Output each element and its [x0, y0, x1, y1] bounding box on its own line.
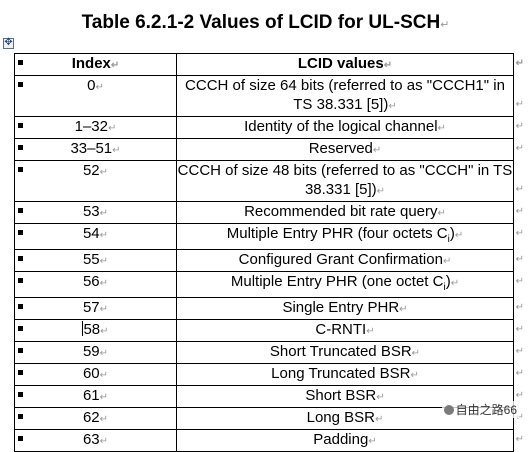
table-row: 55↵ Configured Grant Confirmation↵ ↵ — [14, 249, 524, 272]
watermark: 自由之路66 — [441, 401, 519, 418]
lcid-value-cell[interactable]: CCCH of size 64 bits (referred to as "CC… — [176, 75, 524, 117]
lcid-value-cell[interactable]: Short Truncated BSR↵ ↵ — [176, 341, 524, 364]
table-row: 52↵ CCCH of size 48 bits (referred to as … — [14, 160, 524, 202]
table-caption: Table 6.2.1-2 Values of LCID for UL-SCH↵ — [0, 12, 531, 34]
index-cell[interactable]: 54↵ — [14, 223, 177, 250]
lcid-value-cell[interactable]: Long Truncated BSR↵ ↵ — [176, 363, 524, 386]
index-cell[interactable]: 1–32↵ — [14, 116, 177, 139]
lcid-value-cell[interactable]: Configured Grant Confirmation↵ ↵ — [176, 249, 524, 272]
index-cell[interactable]: 52↵ — [14, 160, 177, 202]
lcid-value-cell[interactable]: Multiple Entry PHR (four octets Ci)↵ ↵ — [176, 223, 524, 250]
table-row: 60↵ Long Truncated BSR↵ ↵ — [14, 363, 524, 386]
bullet-icon — [18, 230, 23, 235]
index-cell[interactable]: 60↵ — [14, 363, 177, 386]
wechat-icon — [443, 405, 454, 415]
lcid-value-cell[interactable]: Padding↵ ↵ — [176, 429, 524, 452]
index-cell[interactable]: 53↵ — [14, 201, 177, 224]
index-cell[interactable]: 61↵ — [14, 385, 177, 408]
bullet-icon — [18, 82, 23, 87]
bullet-icon — [18, 167, 23, 172]
table-row: 54↵ Multiple Entry PHR (four octets Ci)↵ ↵ — [14, 223, 524, 250]
lcid-value-cell[interactable]: Recommended bit rate query↵ ↵ — [176, 201, 524, 224]
bullet-icon — [18, 370, 23, 375]
paragraph-mark-icon: ↵ — [440, 19, 450, 31]
index-cell[interactable]: 57↵ — [14, 297, 177, 320]
index-cell[interactable]: 62↵ — [14, 407, 177, 430]
lcid-value-cell[interactable]: Single Entry PHR↵ ↵ — [176, 297, 524, 320]
bullet-icon — [18, 60, 23, 65]
header-lcid-values: LCID values↵ ↵ — [176, 53, 524, 76]
index-cell[interactable]: 59↵ — [14, 341, 177, 364]
index-cell[interactable]: 0↵ — [14, 75, 177, 117]
lcid-value-cell[interactable]: CCCH of size 48 bits (referred to as "CC… — [176, 160, 524, 202]
bullet-icon — [18, 304, 23, 309]
bullet-icon — [18, 348, 23, 353]
bullet-icon — [18, 208, 23, 213]
table-row: 53↵ Recommended bit rate query↵ ↵ — [14, 201, 524, 224]
index-cell[interactable]: 55↵ — [14, 249, 177, 272]
lcid-value-cell[interactable]: Reserved↵ ↵ — [176, 138, 524, 161]
bullet-icon — [18, 278, 23, 283]
bullet-icon — [18, 414, 23, 419]
table-row: 1–32↵ Identity of the logical channel↵ ↵ — [14, 116, 524, 139]
table-row: 63↵ Padding↵ ↵ — [14, 429, 524, 452]
bullet-icon — [18, 123, 23, 128]
index-cell[interactable]: 56↵ — [14, 271, 177, 298]
table-row: 57↵ Single Entry PHR↵ ↵ — [14, 297, 524, 320]
index-cell[interactable]: 58↵ — [14, 319, 177, 342]
bullet-icon — [18, 256, 23, 261]
table-row: 33–51↵ Reserved↵ ↵ — [14, 138, 524, 161]
table-row: 0↵ CCCH of size 64 bits (referred to as "… — [14, 75, 524, 117]
table-row: 56↵ Multiple Entry PHR (one octet Ci)↵ ↵ — [14, 271, 524, 298]
table-row: 59↵ Short Truncated BSR↵ ↵ — [14, 341, 524, 364]
bullet-icon — [18, 436, 23, 441]
lcid-value-cell[interactable]: Multiple Entry PHR (one octet Ci)↵ ↵ — [176, 271, 524, 298]
table-caption-text: Table 6.2.1-2 Values of LCID for UL-SCH — [81, 12, 441, 33]
table-row: 62↵ Long BSR↵ ↵ — [14, 407, 524, 430]
bullet-icon — [18, 326, 23, 331]
lcid-table: Index↵ LCID values↵ ↵ 0↵ CCCH of size 64 b… — [14, 53, 524, 452]
header-index: Index↵ — [14, 53, 177, 76]
table-row: 58↵ C-RNTI↵ ↵ — [14, 319, 524, 342]
table-header-row: Index↵ LCID values↵ ↵ — [14, 53, 524, 76]
lcid-value-cell[interactable]: C-RNTI↵ ↵ — [176, 319, 524, 342]
index-cell[interactable]: 33–51↵ — [14, 138, 177, 161]
table-move-handle-icon[interactable]: ✥ — [3, 37, 14, 49]
index-cell[interactable]: 63↵ — [14, 429, 177, 452]
bullet-icon — [18, 392, 23, 397]
bullet-icon — [18, 145, 23, 150]
table-row: 61↵ Short BSR↵ ↵ — [14, 385, 524, 408]
lcid-value-cell[interactable]: Identity of the logical channel↵ ↵ — [176, 116, 524, 139]
text-cursor — [82, 321, 84, 336]
